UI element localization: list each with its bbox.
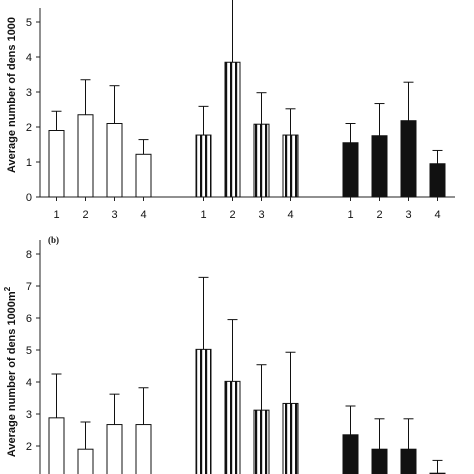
bar <box>48 417 65 474</box>
y-tick-label: 0 <box>26 192 32 204</box>
x-tick-label: 1 <box>53 209 59 221</box>
y-tick-label: 8 <box>26 249 32 261</box>
bar <box>135 153 152 198</box>
x-axis-label: Station number <box>203 232 288 244</box>
y-tick-label: 4 <box>26 377 32 389</box>
chart-panel-b: 12345678Average number of dens 1000m2 <box>3 240 446 474</box>
y-axis-label: Average number of dens 1000 <box>6 17 18 173</box>
bar <box>77 114 94 198</box>
bar <box>195 348 212 474</box>
y-tick-label: 5 <box>26 17 32 29</box>
bar <box>282 402 299 474</box>
bar <box>253 123 270 198</box>
x-tick-label: 3 <box>258 209 264 221</box>
x-tick-label: 4 <box>287 209 293 221</box>
panel-label-b: (b) <box>48 235 59 245</box>
bar <box>371 448 388 474</box>
y-axis-label-text: Average number of dens 1000m <box>6 291 18 457</box>
bar <box>135 424 152 474</box>
y-tick-label: 6 <box>26 313 32 325</box>
bar <box>106 424 123 474</box>
bar <box>342 142 359 198</box>
x-tick-label: 2 <box>229 209 235 221</box>
x-tick-label: 1 <box>200 209 206 221</box>
x-tick-label: 3 <box>111 209 117 221</box>
bar <box>429 163 446 198</box>
y-axis-label-superscript: 2 <box>3 286 12 291</box>
x-tick-label: 1 <box>347 209 353 221</box>
y-tick-label: 2 <box>26 122 32 134</box>
bar <box>48 130 65 198</box>
bar <box>224 380 241 474</box>
y-axis-label: Average number of dens 1000m2 <box>3 286 18 457</box>
x-tick-label: 2 <box>82 209 88 221</box>
y-tick-label: 7 <box>26 281 32 293</box>
bar <box>342 434 359 474</box>
y-tick-label: 3 <box>26 87 32 99</box>
bar <box>77 448 94 474</box>
x-tick-label: 4 <box>140 209 146 221</box>
x-tick-label: 4 <box>434 209 440 221</box>
y-tick-label: 3 <box>26 409 32 421</box>
y-tick-label: 2 <box>26 441 32 453</box>
y-tick-label: 4 <box>26 52 32 64</box>
bar <box>106 123 123 198</box>
bar <box>371 135 388 198</box>
bar <box>400 448 417 474</box>
bar <box>253 409 270 474</box>
bar <box>195 134 212 198</box>
x-tick-label: 2 <box>376 209 382 221</box>
bar <box>400 120 417 198</box>
chart-panel-a: 0 1 2 3 4 5 1 2 3 4 1 2 3 4 1 2 3 4 Average number of dens… <box>6 0 455 244</box>
y-tick-label: 1 <box>26 157 32 169</box>
bar <box>224 61 241 198</box>
bar <box>282 134 299 198</box>
y-tick-label: 5 <box>26 345 32 357</box>
y-axis-label-text: Average number of dens 1000 <box>6 17 18 173</box>
x-tick-label: 3 <box>405 209 411 221</box>
